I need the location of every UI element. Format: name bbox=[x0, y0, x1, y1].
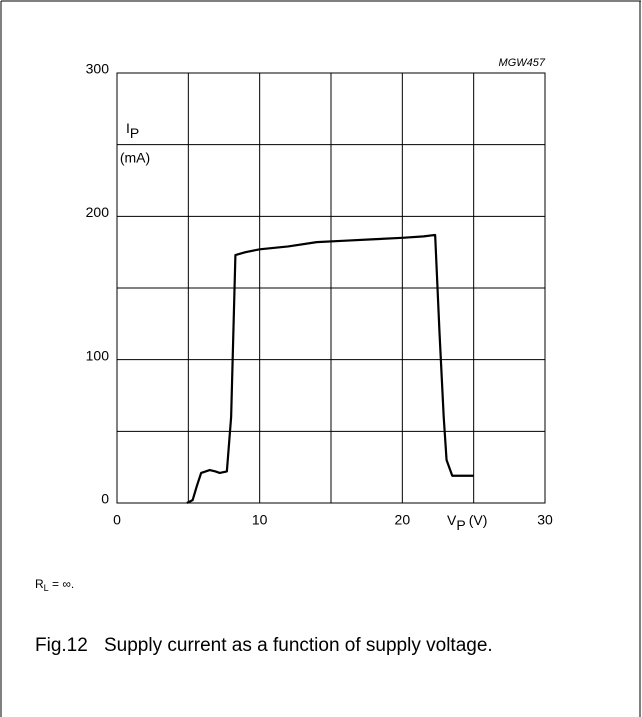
x-tick-label: 0 bbox=[113, 512, 121, 528]
caption: Fig.12 Supply current as a function of s… bbox=[35, 632, 595, 660]
y-tick-label: 200 bbox=[86, 204, 110, 220]
line bbox=[186, 233, 474, 504]
x-label-symbol: V bbox=[447, 512, 457, 528]
y-tick-label: 100 bbox=[86, 347, 110, 363]
note-subscript: L bbox=[44, 583, 49, 593]
x-label-subscript: P bbox=[456, 517, 465, 533]
note-text: = ∞. bbox=[49, 577, 75, 591]
x-tick-label: 30 bbox=[537, 512, 553, 528]
x-axis-label: VP (V) bbox=[447, 512, 487, 533]
y-tick-label: 0 bbox=[101, 491, 109, 507]
note-symbol: R bbox=[35, 577, 44, 591]
y-tick-label: 300 bbox=[86, 61, 110, 77]
y-label-subscript: P bbox=[130, 125, 139, 141]
x-tick-label: 10 bbox=[252, 512, 268, 528]
x-tick-label: 20 bbox=[395, 512, 411, 528]
y-axis-label: IP bbox=[126, 120, 139, 141]
note: RL = ∞. bbox=[35, 577, 74, 593]
y-axis-unit: (mA) bbox=[120, 150, 150, 166]
caption-number: Fig.12 bbox=[35, 635, 88, 656]
caption-text: Supply current as a function of supply v… bbox=[104, 635, 493, 656]
x-label-unit: (V) bbox=[469, 512, 488, 528]
y-label-symbol: I bbox=[126, 120, 130, 136]
figure-code: MGW457 bbox=[499, 57, 546, 69]
